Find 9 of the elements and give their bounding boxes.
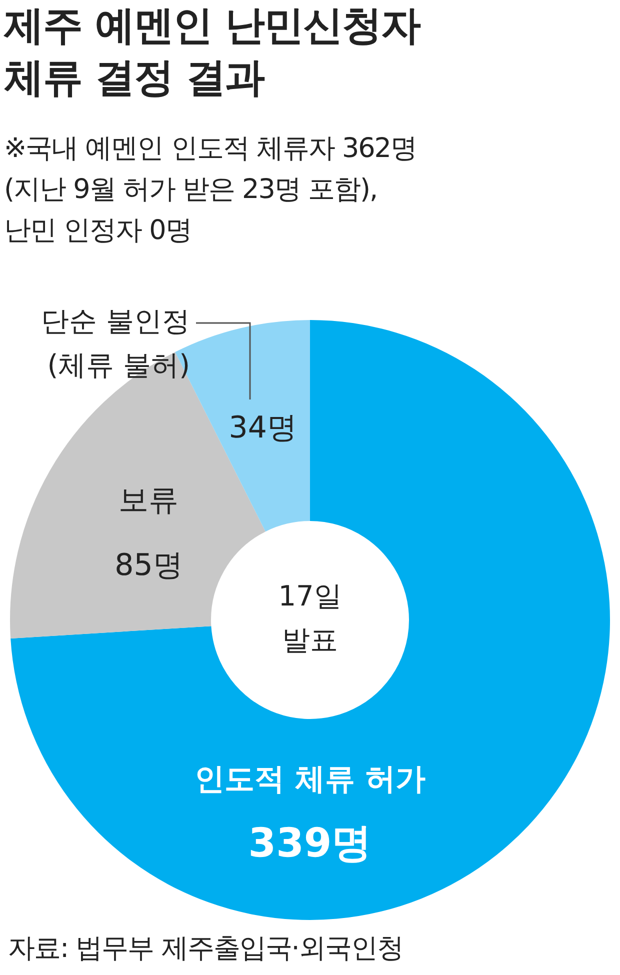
slice-label: 인도적 체류 허가 (194, 762, 426, 797)
chart-subtitle: ※국내 예멘인 인도적 체류자 362명 (지난 9월 허가 받은 23명 포함), 난민 인정자 0명 (4, 132, 416, 248)
text: 자료: 법무부 제주출입국·외국인청 (8, 932, 403, 966)
chart-title: 제주 예멘인 난민신청자 체류 결정 결과 (4, 2, 420, 103)
data-label: 85명 (114, 548, 183, 584)
data-label: 34명 (228, 410, 297, 446)
data-label: 339명 (248, 820, 372, 866)
text: 17일 발표 (278, 579, 342, 656)
slice-label: 보류 (118, 483, 179, 518)
